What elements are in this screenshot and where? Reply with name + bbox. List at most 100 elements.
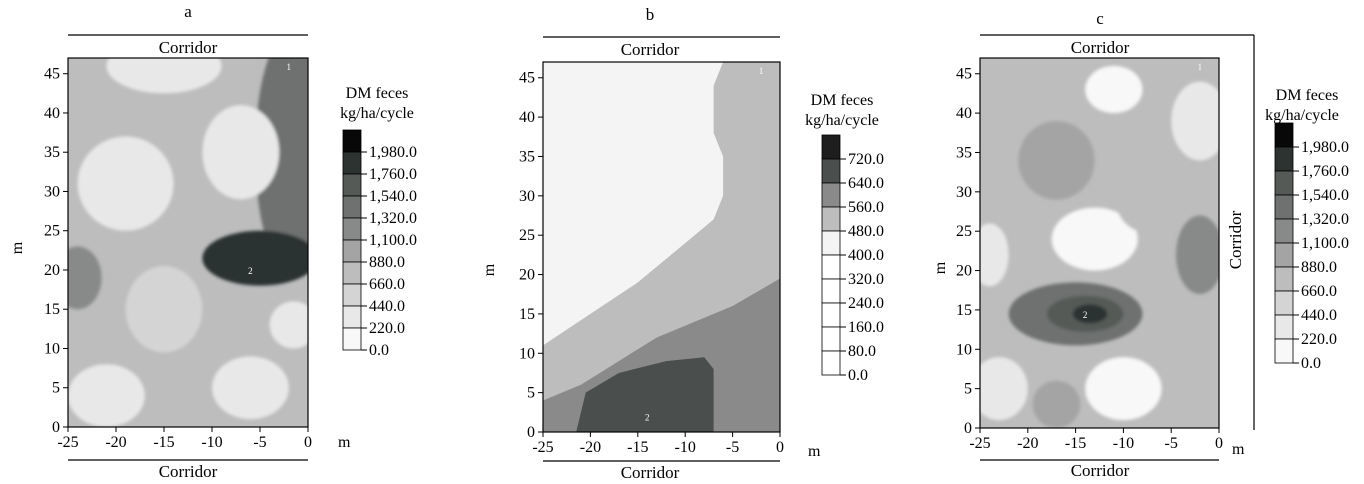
contour-blobs	[68, 58, 308, 427]
plot-marker: 1	[287, 62, 292, 72]
legend-swatch	[1274, 146, 1294, 172]
x-tick-label: -15	[627, 439, 648, 456]
corridor-top-label: Corridor	[1071, 38, 1130, 57]
y-tick-label: 45	[956, 66, 972, 83]
corridor-top-label: Corridor	[159, 38, 218, 57]
legend-swatch	[821, 302, 841, 328]
y-axis-label: m	[9, 241, 26, 254]
y-tick-label: 5	[527, 385, 535, 402]
legend-level-label: 660.0	[369, 276, 405, 293]
contour-blob	[1018, 120, 1095, 200]
legend-level-label: 720.0	[848, 151, 884, 168]
legend-level-label: 220.0	[1301, 331, 1337, 348]
legend-swatch	[821, 350, 841, 376]
legend: 720.0 640.0 560.0 480.0 400.0 320.0 240.0 160.0…	[821, 134, 884, 384]
y-tick-label: 35	[44, 144, 60, 161]
y-tick-label: 25	[44, 223, 60, 240]
legend-swatch	[342, 305, 362, 329]
panel-letter: a	[184, 2, 192, 21]
y-tick-label: 30	[519, 188, 535, 205]
y-tick-label: 0	[52, 419, 60, 436]
contour-blob	[68, 364, 145, 427]
contour-blob	[106, 58, 222, 94]
legend-swatch	[1274, 122, 1294, 148]
legend-swatch	[821, 278, 841, 304]
x-tick-label: -5	[253, 434, 266, 451]
plot-area: -25 -20 -15 -10 -5 0 0 5 10 15 20 25 30 35 40 45 1 2	[44, 57, 312, 451]
legend-level-label: 240.0	[848, 295, 884, 312]
x-tick-label: -5	[1165, 435, 1178, 452]
panel-b: b Corridor -25 -20 -15 -10 -5 0 0 5 10 15 20 25 30 35…	[470, 0, 910, 482]
legend-swatch	[821, 182, 841, 208]
legend-level-label: 400.0	[848, 247, 884, 264]
x-tick-label: -25	[532, 439, 553, 456]
x-axis-unit: m	[808, 443, 821, 460]
legend-level-label: 0.0	[848, 367, 868, 384]
legend-level-label: 1,540.0	[1301, 187, 1349, 204]
x-tick-label: -20	[105, 434, 126, 451]
legend-title-line2: kg/ha/cycle	[805, 112, 879, 129]
plot-marker: 2	[248, 266, 253, 276]
legend-swatch	[1274, 314, 1294, 340]
plot-frame	[979, 57, 1220, 429]
legend-title-line2: kg/ha/cycle	[1265, 107, 1339, 124]
y-tick-label: 25	[519, 227, 535, 244]
legend-swatch	[821, 230, 841, 256]
legend-swatch	[1274, 338, 1294, 364]
x-tick-label: -25	[969, 435, 990, 452]
contour-blob	[68, 246, 102, 310]
y-tick-label: 0	[964, 420, 972, 437]
x-tick-label: -10	[1113, 435, 1134, 452]
y-tick-label: 35	[519, 148, 535, 165]
contour-blob	[269, 301, 308, 349]
legend-title-line1: DM feces	[346, 85, 409, 102]
legend-swatch	[342, 151, 362, 175]
legend-level-label: 80.0	[848, 343, 876, 360]
legend-level-label: 1,760.0	[369, 166, 417, 183]
legend-level-label: 1,100.0	[369, 232, 417, 249]
panel-c: c Corridor Corridor -25 -20 -15 -10 -5 0 0 5 10 1…	[924, 0, 1364, 480]
legend: 1,980.0 1,760.0 1,540.0 1,320.0 1,100.0 880.0…	[342, 129, 417, 359]
contour-field	[68, 58, 308, 427]
corridor-top-label: Corridor	[621, 40, 680, 59]
legend-level-label: 660.0	[1301, 283, 1337, 300]
contour-blob	[980, 357, 1028, 421]
panel-letter: b	[646, 5, 655, 24]
x-tick-label: -15	[153, 434, 174, 451]
plot-marker: 1	[1198, 62, 1203, 72]
legend-level-label: 220.0	[369, 320, 405, 337]
y-tick-label: 30	[956, 184, 972, 201]
contour-blob	[1171, 81, 1219, 161]
legend-swatch	[342, 129, 362, 153]
chart-a-svg: a Corridor -25 -20 -15 -10 -5 0 0 5 10 15 20 25 30 35…	[9, 2, 417, 481]
legend-level-label: 880.0	[369, 254, 405, 271]
legend-swatch	[342, 261, 362, 285]
legend-swatch	[821, 158, 841, 184]
legend-level-label: 880.0	[1301, 259, 1337, 276]
contour-blob	[202, 105, 280, 200]
panel-a: a Corridor -25 -20 -15 -10 -5 0 0 5 10 15 20 25 30 35…	[0, 0, 440, 481]
legend-level-label: 0.0	[369, 342, 389, 359]
y-tick-label: 40	[44, 105, 60, 122]
contour-blob	[1072, 304, 1108, 324]
legend-title-line2: kg/ha/cycle	[340, 105, 414, 122]
corridor-bottom-label: Corridor	[1071, 461, 1130, 479]
corridor-bottom-label: Corridor	[621, 463, 680, 479]
chart-c-svg: c Corridor Corridor -25 -20 -15 -10 -5 0 0 5 10 1…	[932, 9, 1349, 480]
legend-swatch	[342, 195, 362, 219]
y-axis-label: m	[481, 263, 498, 276]
contour-field	[543, 62, 780, 432]
legend-level-label: 1,980.0	[369, 144, 417, 161]
y-tick-label: 15	[956, 302, 972, 319]
legend-swatch	[342, 283, 362, 307]
legend-level-label: 0.0	[1301, 355, 1321, 372]
y-axis-label: m	[932, 261, 949, 274]
legend-swatch	[342, 217, 362, 241]
y-tick-label: 15	[519, 306, 535, 323]
x-axis-unit: m	[338, 434, 351, 451]
plot-area: -25 -20 -15 -10 -5 0 0 5 10 15 20 25 30 35 40 45 1 2	[519, 61, 784, 456]
contour-blob	[1113, 152, 1172, 232]
y-tick-label: 30	[44, 183, 60, 200]
x-tick-label: -15	[1065, 435, 1086, 452]
y-tick-label: 5	[964, 381, 972, 398]
